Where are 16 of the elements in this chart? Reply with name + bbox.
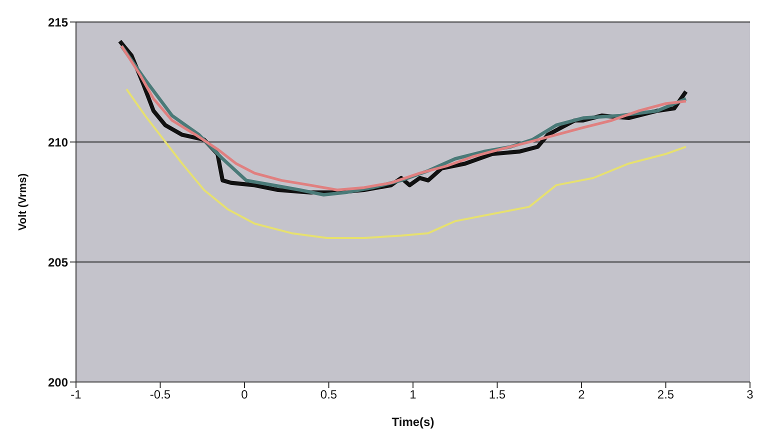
x-axis-title: Time(s) <box>392 415 434 429</box>
x-tick-label: 0.5 <box>320 388 338 402</box>
y-tick-label: 205 <box>48 255 68 270</box>
line-series <box>126 88 687 239</box>
x-tick-label: 2.5 <box>657 388 674 402</box>
x-tick-label: 2 <box>578 388 586 402</box>
y-tick-label: 215 <box>48 15 68 30</box>
x-tick-label: 1 <box>410 388 417 402</box>
x-tick-label: 3 <box>746 388 754 402</box>
y-tick-label: 200 <box>48 375 68 390</box>
y-axis-title: Volt (Vrms) <box>16 173 29 231</box>
x-tick-label: -1 <box>70 388 82 402</box>
y-tick-label: 210 <box>48 135 68 150</box>
x-tick-label: -0.5 <box>150 388 171 402</box>
x-tick-label: 1.5 <box>488 388 506 402</box>
x-tick-label: 0 <box>241 388 248 402</box>
